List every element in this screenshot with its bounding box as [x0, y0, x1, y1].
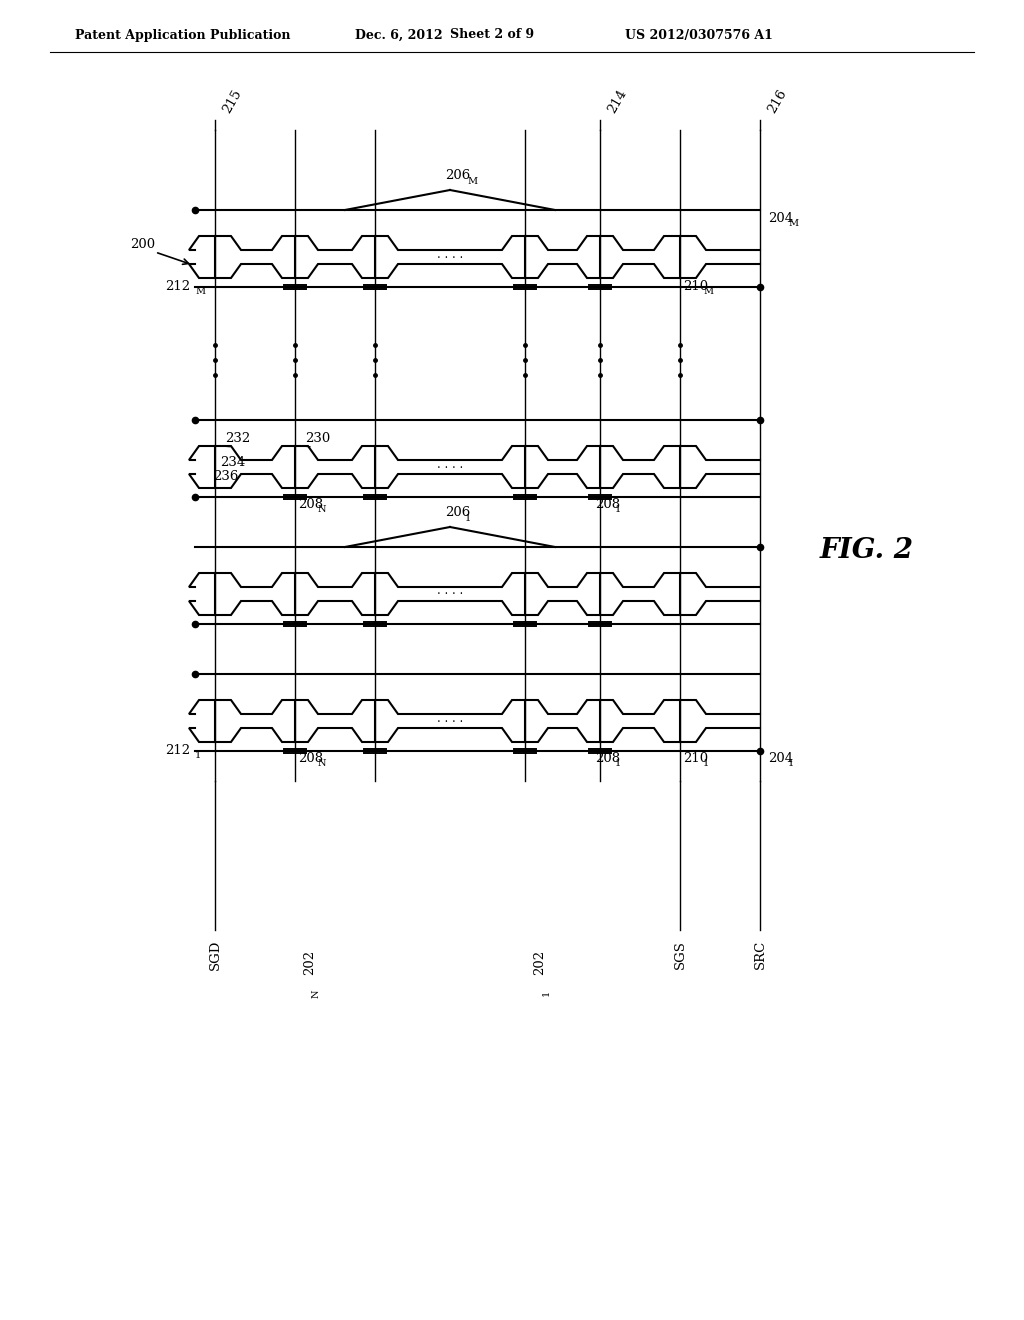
- Text: 212: 212: [165, 744, 190, 758]
- Text: 1: 1: [195, 751, 202, 760]
- Text: 210: 210: [683, 752, 709, 766]
- Text: 1: 1: [788, 759, 795, 768]
- Text: 216: 216: [765, 87, 788, 115]
- Text: 1: 1: [465, 513, 471, 523]
- Text: SGS: SGS: [674, 940, 686, 969]
- Text: US 2012/0307576 A1: US 2012/0307576 A1: [625, 29, 773, 41]
- Text: 208: 208: [298, 752, 324, 766]
- Text: M: M: [703, 288, 713, 297]
- Text: M: M: [467, 177, 477, 186]
- Text: 204: 204: [768, 752, 794, 766]
- Text: SGD: SGD: [209, 940, 221, 970]
- Text: FIG. 2: FIG. 2: [820, 536, 914, 564]
- Text: 210: 210: [683, 281, 709, 293]
- Text: SRC: SRC: [754, 940, 767, 969]
- Text: 202: 202: [534, 950, 546, 975]
- Text: . . . .: . . . .: [437, 458, 463, 470]
- Text: . . . .: . . . .: [437, 711, 463, 725]
- Text: N: N: [318, 759, 327, 768]
- Text: 215: 215: [220, 87, 244, 115]
- Text: 1: 1: [542, 990, 551, 997]
- Text: Sheet 2 of 9: Sheet 2 of 9: [450, 29, 535, 41]
- Text: 206: 206: [445, 169, 470, 182]
- Text: M: M: [195, 288, 205, 297]
- Text: N: N: [312, 990, 321, 998]
- Text: 208: 208: [298, 499, 324, 511]
- Text: Patent Application Publication: Patent Application Publication: [75, 29, 291, 41]
- Text: 202: 202: [303, 950, 316, 975]
- Text: M: M: [788, 219, 798, 227]
- Text: 204: 204: [768, 211, 794, 224]
- Text: N: N: [318, 506, 327, 515]
- Text: 214: 214: [605, 87, 629, 115]
- Text: . . . .: . . . .: [437, 248, 463, 260]
- Text: . . . .: . . . .: [437, 585, 463, 598]
- Text: 234: 234: [220, 455, 246, 469]
- Text: 230: 230: [305, 432, 331, 445]
- Text: Dec. 6, 2012: Dec. 6, 2012: [355, 29, 442, 41]
- Text: 1: 1: [615, 759, 622, 768]
- Text: 208: 208: [595, 752, 621, 766]
- Text: 236: 236: [213, 470, 239, 483]
- Text: 212: 212: [165, 281, 190, 293]
- Text: 206: 206: [445, 506, 470, 519]
- Text: 200: 200: [130, 239, 155, 252]
- Text: 232: 232: [225, 432, 250, 445]
- Text: 1: 1: [615, 506, 622, 515]
- Text: 1: 1: [703, 759, 710, 768]
- Text: 208: 208: [595, 499, 621, 511]
